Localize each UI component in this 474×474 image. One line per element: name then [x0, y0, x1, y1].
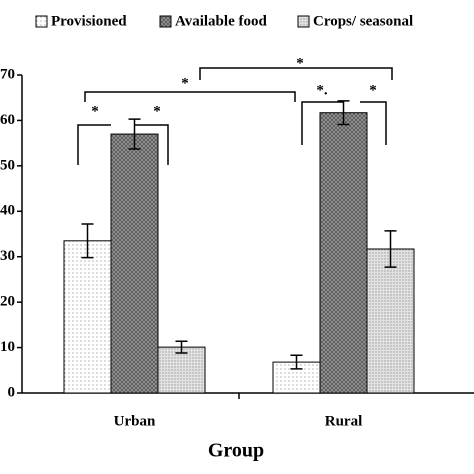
legend-label: Provisioned [51, 13, 127, 29]
bar [63, 240, 112, 394]
error-bar [290, 354, 303, 370]
significance-label: * [369, 82, 377, 98]
bar [319, 112, 368, 394]
y-tick-label: 20 [0, 294, 15, 310]
significance-brackets [77, 67, 393, 165]
bar [110, 133, 159, 394]
error-bar [128, 118, 141, 150]
y-tick-label: 70 [0, 66, 15, 82]
y-tick-label: 60 [0, 112, 15, 128]
x-tick-label: Rural [325, 413, 363, 429]
legend-label: Crops/ seasonal [313, 13, 413, 29]
y-tick-label: 0 [8, 384, 16, 400]
legend-swatch [159, 15, 172, 28]
y-tick-label: 30 [0, 248, 15, 264]
error-bar [175, 340, 188, 354]
y-tick-label: 50 [0, 157, 15, 173]
significance-label: * [181, 75, 189, 91]
error-bar [81, 223, 94, 259]
error-bar [337, 100, 350, 126]
x-tick-label: Urban [114, 413, 156, 429]
bar [157, 346, 206, 394]
significance-label: * [153, 103, 161, 119]
significance-label: * [296, 55, 304, 71]
legend-swatch [297, 15, 310, 28]
bar [366, 248, 415, 394]
legend-swatch [35, 15, 48, 28]
y-tick-label: 40 [0, 203, 15, 219]
significance-label: *. [316, 82, 328, 98]
error-bar [384, 230, 397, 268]
y-tick-label: 10 [0, 339, 15, 355]
significance-label: * [91, 103, 99, 119]
x-axis-title: Group [208, 440, 264, 462]
legend-label: Available food [175, 13, 267, 29]
